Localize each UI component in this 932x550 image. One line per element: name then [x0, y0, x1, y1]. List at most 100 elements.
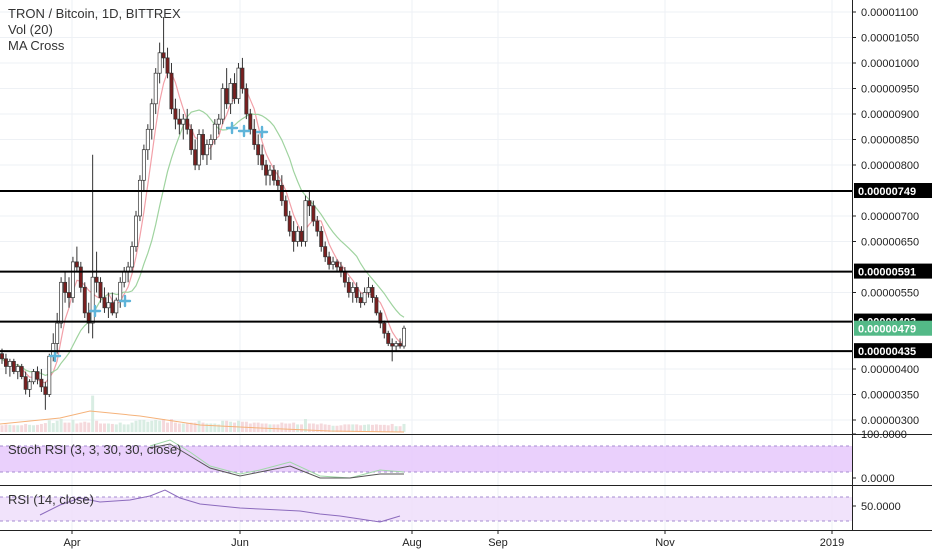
candle-body	[27, 381, 32, 390]
price-tick-label: 0.00000400	[861, 364, 919, 376]
current-price-tag	[854, 320, 932, 336]
volume-bar	[16, 425, 20, 432]
rsi-label[interactable]: RSI (14, close)	[8, 492, 94, 507]
candle-body	[78, 266, 83, 288]
candle-body	[295, 230, 300, 242]
volume-bar	[39, 423, 43, 432]
volume-bar	[67, 422, 71, 432]
indicator-ma-cross-label[interactable]: MA Cross	[8, 38, 65, 53]
candle-body	[173, 108, 178, 120]
candle-body	[177, 118, 182, 125]
price-axis: 0.00001100 0.00001050 0.00001000 0.00000950…	[852, 7, 919, 513]
volume-bar	[59, 419, 63, 432]
time-tick-label: Jun	[231, 537, 249, 549]
level-tag	[854, 183, 932, 199]
price-tick-label: 0.00001100	[861, 7, 918, 19]
candle-body	[382, 322, 387, 334]
candle-body	[7, 361, 12, 367]
level-tag-label: 0.00000435	[858, 346, 916, 358]
candle-body	[307, 200, 312, 207]
chart-grid	[0, 0, 932, 531]
candle-body	[362, 292, 367, 304]
candle-body	[378, 312, 383, 324]
volume-bar	[205, 423, 209, 432]
volume-bar	[47, 420, 51, 432]
candle-body	[224, 88, 229, 105]
volume-bar	[284, 423, 288, 432]
volume-bar	[355, 424, 359, 432]
volume-bar	[367, 424, 371, 432]
volume-bar	[28, 424, 32, 432]
time-tick-label: Sep	[488, 537, 508, 549]
pane-tick-label: 100.0000	[861, 429, 907, 441]
candle-body	[374, 297, 379, 314]
volume-bar	[122, 424, 126, 432]
price-tick-label: 0.00000550	[861, 288, 919, 300]
candle-body	[315, 220, 320, 232]
candle-body	[358, 297, 363, 304]
candle-body	[189, 128, 194, 151]
stoch-rsi-label[interactable]: Stoch RSI (3, 3, 30, 30, close)	[8, 442, 182, 457]
volume-bar	[343, 424, 347, 432]
price-tick-label: 0.00001000	[861, 58, 919, 70]
volume-bar	[217, 424, 221, 432]
candle-body	[141, 149, 146, 181]
candle-body	[303, 200, 308, 242]
volume-bar	[359, 425, 363, 432]
candle-body	[346, 281, 351, 293]
volume-bar	[91, 395, 95, 432]
candle-body	[0, 353, 4, 360]
time-tick-label: 2019	[820, 537, 844, 549]
candle-body	[208, 139, 213, 145]
price-tick-label: 0.00000700	[861, 211, 919, 223]
candle-body	[386, 332, 391, 344]
candle-body	[106, 302, 111, 309]
volume-bar	[390, 423, 394, 432]
volume-bar	[323, 424, 327, 432]
candle-body	[23, 376, 28, 390]
volume-bar	[311, 423, 315, 432]
candle-body	[354, 287, 359, 298]
pane-tick-label: 0.0000	[861, 473, 895, 485]
candle-body	[256, 144, 261, 156]
candle-body	[236, 67, 241, 100]
volume-bar	[114, 424, 118, 432]
volume-bar	[134, 420, 138, 432]
candle-body	[201, 134, 205, 156]
volume-bar	[256, 422, 260, 432]
candle-body	[216, 118, 221, 125]
volume-bar	[236, 420, 240, 432]
volume-bar	[181, 423, 185, 432]
candle-body	[323, 246, 328, 258]
volume-bar	[276, 424, 280, 432]
volume-bar	[0, 425, 4, 432]
indicator-lines	[39, 439, 405, 523]
candle-body	[291, 230, 296, 242]
candle-body	[264, 164, 269, 176]
candle-body	[165, 57, 170, 74]
volume-bar	[87, 422, 91, 432]
volume-bar	[110, 423, 114, 432]
candle-body	[98, 281, 103, 298]
price-tick-label: 0.00000850	[861, 135, 919, 147]
stoch-k-line	[149, 439, 405, 479]
volume-bar	[32, 425, 36, 432]
candle-body	[252, 128, 257, 145]
volume-bar	[331, 425, 335, 432]
level-tag	[854, 343, 932, 359]
candle-body	[244, 88, 249, 115]
candle-body	[31, 371, 36, 383]
indicator-volume-label[interactable]: Vol (20)	[8, 22, 53, 37]
candle-body	[149, 103, 154, 130]
volume-bar	[83, 421, 87, 432]
candle-body	[118, 281, 123, 301]
candle-body	[63, 281, 68, 293]
horizontal-levels: 0.000007490.000005910.000004930.00000435…	[0, 183, 932, 359]
current-price-label: 0.00000479	[858, 324, 916, 336]
candle-body	[220, 88, 225, 120]
candle-body	[82, 287, 87, 314]
volume-bar	[24, 423, 28, 432]
ma-cross-marker	[118, 294, 132, 308]
candle-body	[3, 358, 8, 367]
